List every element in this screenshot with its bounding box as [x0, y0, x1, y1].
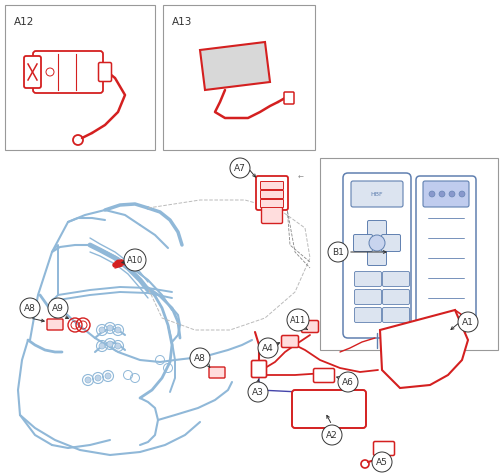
FancyBboxPatch shape — [33, 51, 103, 93]
FancyBboxPatch shape — [320, 158, 498, 350]
Circle shape — [429, 191, 435, 197]
Text: A10: A10 — [127, 255, 143, 264]
Circle shape — [124, 249, 146, 271]
Text: A4: A4 — [262, 343, 274, 352]
Circle shape — [190, 348, 210, 368]
Circle shape — [322, 425, 342, 445]
Circle shape — [459, 191, 465, 197]
Circle shape — [258, 338, 278, 358]
FancyBboxPatch shape — [368, 248, 386, 265]
FancyBboxPatch shape — [354, 289, 382, 305]
Polygon shape — [380, 310, 468, 388]
FancyBboxPatch shape — [262, 207, 282, 224]
Text: A3: A3 — [252, 387, 264, 396]
Text: A2: A2 — [326, 430, 338, 439]
Circle shape — [372, 452, 392, 472]
FancyBboxPatch shape — [416, 176, 476, 324]
Circle shape — [439, 191, 445, 197]
Circle shape — [338, 372, 358, 392]
Circle shape — [85, 377, 91, 383]
Circle shape — [248, 382, 268, 402]
Circle shape — [20, 298, 40, 318]
FancyBboxPatch shape — [284, 92, 294, 104]
Text: A12: A12 — [14, 17, 34, 27]
Circle shape — [458, 312, 478, 332]
Text: A1: A1 — [462, 317, 474, 326]
Circle shape — [107, 341, 113, 347]
FancyBboxPatch shape — [5, 5, 155, 150]
FancyBboxPatch shape — [302, 321, 318, 333]
FancyBboxPatch shape — [260, 191, 283, 199]
FancyBboxPatch shape — [423, 181, 469, 207]
Circle shape — [287, 309, 309, 331]
Circle shape — [449, 191, 455, 197]
Circle shape — [105, 373, 111, 379]
FancyBboxPatch shape — [382, 235, 400, 252]
FancyBboxPatch shape — [351, 181, 403, 207]
FancyBboxPatch shape — [374, 441, 394, 455]
Text: HBF: HBF — [370, 192, 384, 196]
Circle shape — [99, 343, 105, 349]
Circle shape — [230, 158, 250, 178]
FancyBboxPatch shape — [282, 335, 298, 348]
FancyBboxPatch shape — [314, 368, 334, 383]
Circle shape — [99, 327, 105, 333]
FancyBboxPatch shape — [24, 56, 41, 88]
Text: A7: A7 — [234, 164, 246, 173]
FancyBboxPatch shape — [368, 220, 386, 237]
Text: A13: A13 — [172, 17, 193, 27]
Text: ←: ← — [298, 175, 304, 181]
Circle shape — [328, 242, 348, 262]
Circle shape — [115, 327, 121, 333]
FancyBboxPatch shape — [163, 5, 315, 150]
Circle shape — [115, 343, 121, 349]
FancyBboxPatch shape — [256, 176, 288, 210]
Circle shape — [48, 298, 68, 318]
Text: A5: A5 — [376, 457, 388, 466]
FancyBboxPatch shape — [354, 235, 372, 252]
FancyBboxPatch shape — [47, 319, 63, 330]
Text: A9: A9 — [52, 304, 64, 313]
FancyBboxPatch shape — [292, 390, 366, 428]
FancyBboxPatch shape — [382, 307, 409, 323]
Text: A8: A8 — [24, 304, 36, 313]
FancyBboxPatch shape — [354, 307, 382, 323]
Circle shape — [369, 235, 385, 251]
Polygon shape — [200, 42, 270, 90]
FancyBboxPatch shape — [382, 272, 409, 287]
FancyBboxPatch shape — [252, 360, 266, 377]
Text: B1: B1 — [332, 247, 344, 256]
FancyBboxPatch shape — [209, 367, 225, 378]
FancyBboxPatch shape — [343, 173, 411, 338]
Text: A6: A6 — [342, 377, 354, 386]
FancyBboxPatch shape — [98, 62, 112, 81]
FancyBboxPatch shape — [260, 182, 283, 190]
FancyBboxPatch shape — [382, 289, 409, 305]
Circle shape — [95, 375, 101, 381]
FancyBboxPatch shape — [260, 200, 283, 208]
Circle shape — [107, 325, 113, 331]
Text: A8: A8 — [194, 353, 206, 362]
Text: A11: A11 — [290, 315, 306, 324]
FancyBboxPatch shape — [354, 272, 382, 287]
